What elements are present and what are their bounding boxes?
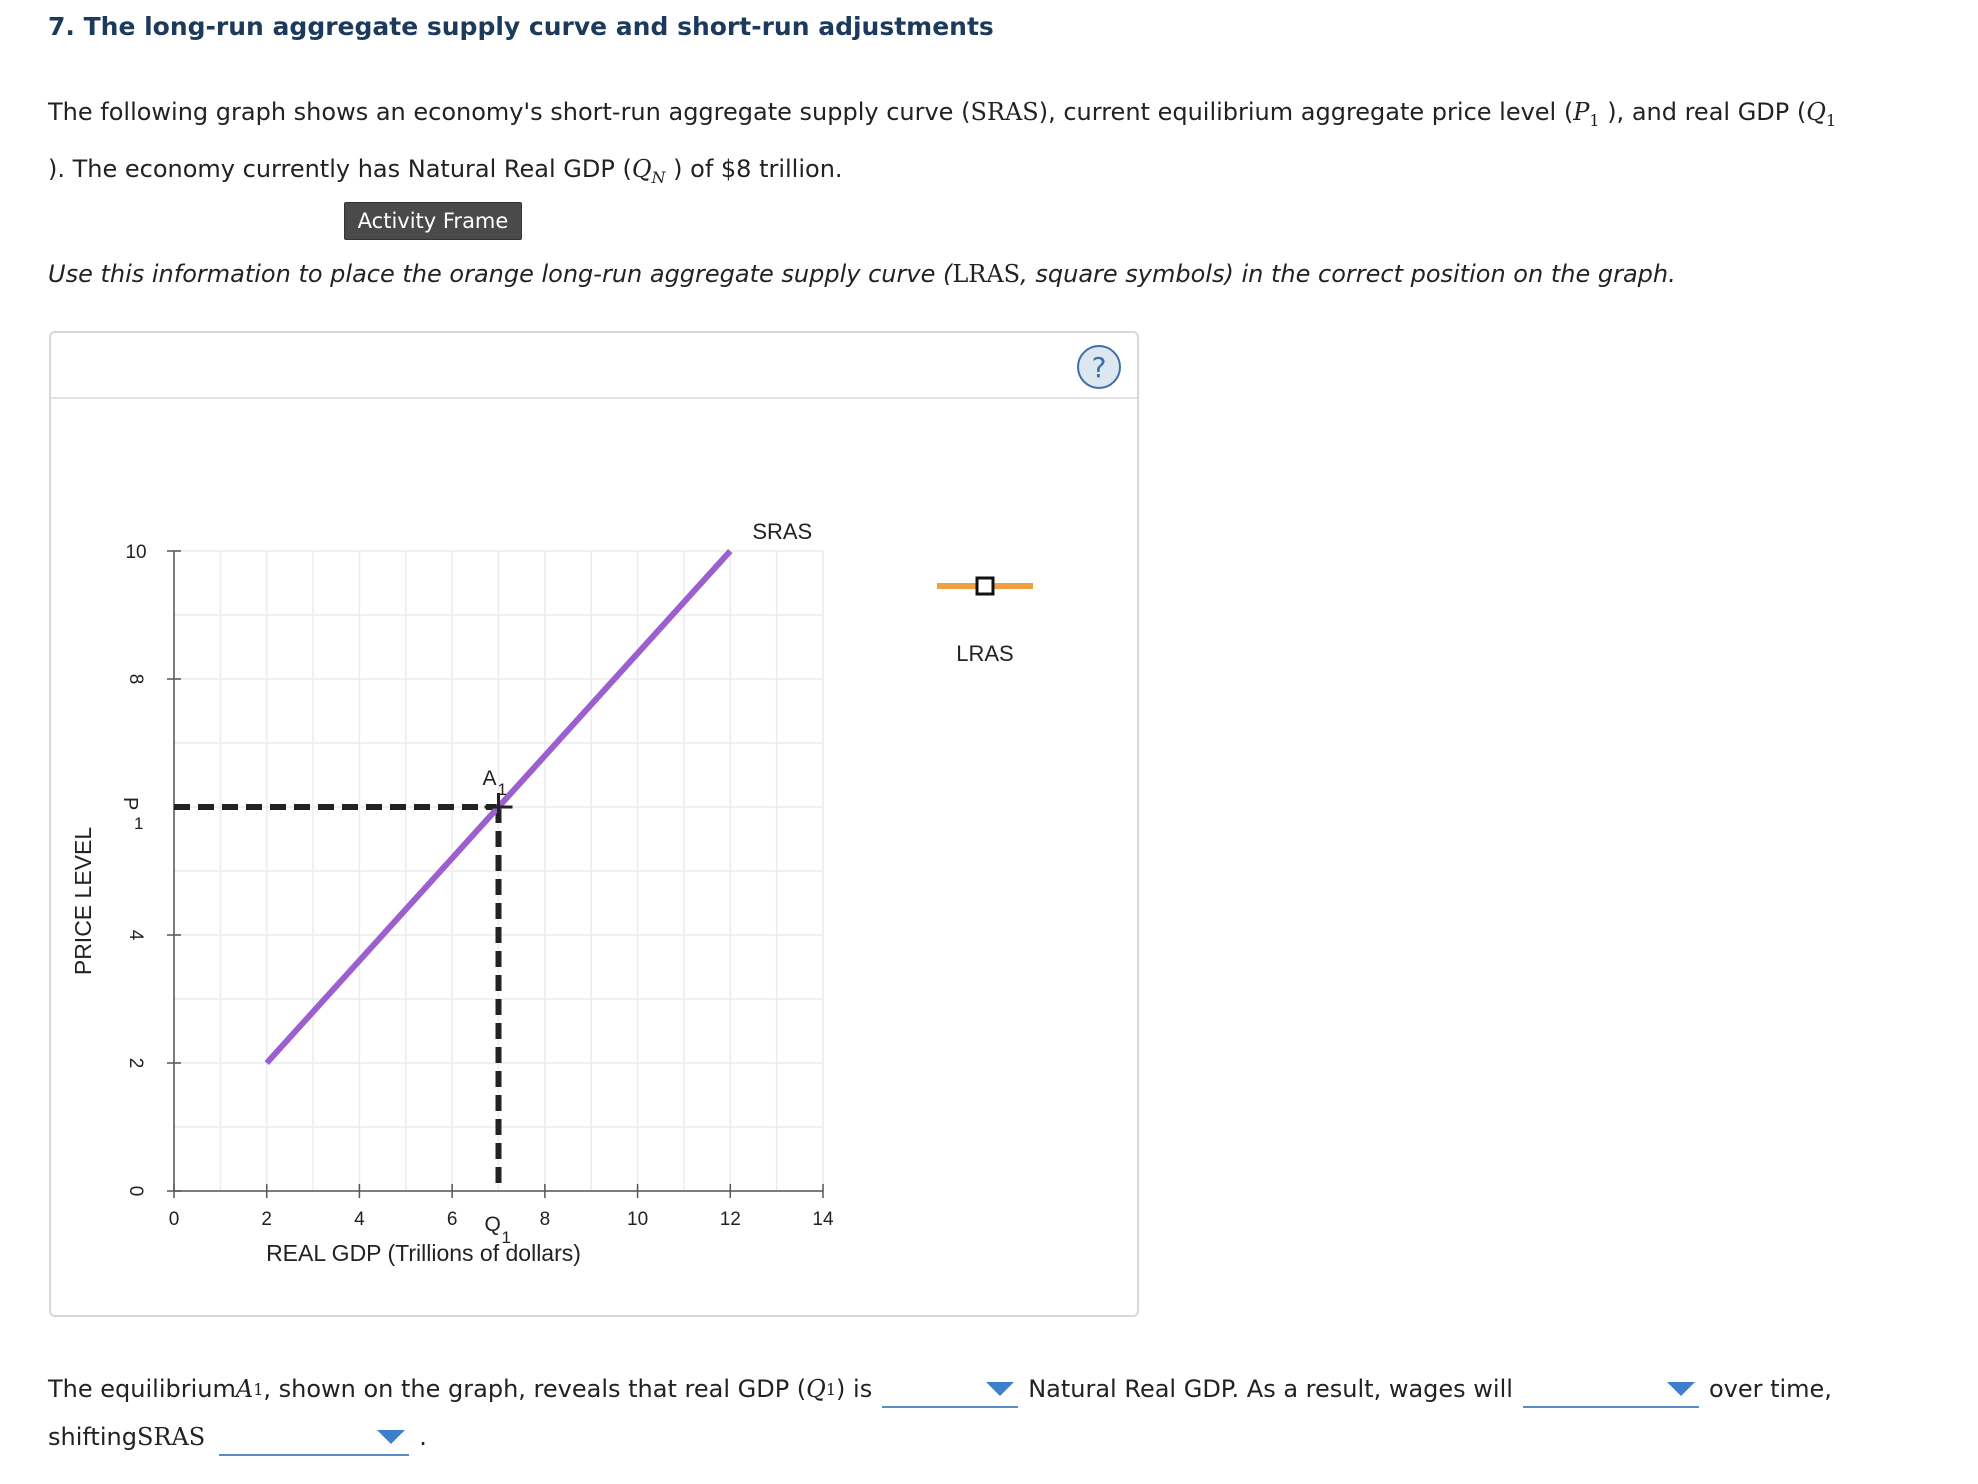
y-tick-label: 10 <box>125 542 146 563</box>
p1-axis-label-sub: 1 <box>134 814 143 833</box>
graph-toolbar: ? <box>51 333 1137 399</box>
x-tick-label: 10 <box>627 1209 648 1230</box>
x-tick-label: 0 <box>169 1209 180 1230</box>
chevron-down-icon <box>986 1382 1015 1396</box>
intro-paragraph: The following graph shows an economy's s… <box>48 98 1837 187</box>
chevron-down-icon <box>1666 1382 1695 1396</box>
y-axis-label: PRICE LEVEL <box>70 827 96 975</box>
lras-palette-label: LRAS <box>956 641 1013 666</box>
lras-square-marker[interactable] <box>975 576 995 596</box>
x-tick-label: 6 <box>447 1209 458 1230</box>
y-tick-label: 8 <box>125 674 146 685</box>
y-tick-label: 2 <box>125 1058 146 1069</box>
x-axis-label: REAL GDP (Trillions of dollars) <box>266 1240 581 1266</box>
x-tick-label: 2 <box>261 1209 272 1230</box>
instruction-text: Use this information to place the orange… <box>48 260 1676 288</box>
x-tick-label: 4 <box>354 1209 365 1230</box>
wages-dropdown[interactable] <box>1522 1370 1699 1408</box>
sras-shift-dropdown[interactable] <box>219 1418 410 1456</box>
x-tick-label: 14 <box>812 1209 834 1230</box>
p1-axis-label: P <box>119 797 141 810</box>
x-tick-label: 8 <box>540 1209 551 1230</box>
equilibrium-label-sub: 1 <box>498 780 507 799</box>
y-tick-label: 4 <box>125 930 146 941</box>
question-title: 7. The long-run aggregate supply curve a… <box>48 12 994 41</box>
y-tick-label: 0 <box>125 1186 146 1197</box>
help-icon[interactable]: ? <box>1077 345 1121 389</box>
equilibrium-label: A <box>483 767 497 790</box>
x-tick-label: 12 <box>720 1209 741 1230</box>
activity-frame-button[interactable]: Activity Frame <box>344 202 522 240</box>
graph-panel: ? 0 2 4 6 8 10 12 14 0 2 4 8 10 REAL GDP (Trillions o… <box>49 331 1139 1317</box>
q1-axis-label: Q <box>485 1213 501 1236</box>
comparison-dropdown[interactable] <box>882 1370 1019 1408</box>
q1-axis-label-sub: 1 <box>502 1228 511 1247</box>
graph-canvas[interactable]: 0 2 4 6 8 10 12 14 0 2 4 8 10 REAL GDP (Trillions of … <box>51 333 1139 1317</box>
chevron-down-icon <box>377 1430 406 1444</box>
sras-curve-label: SRAS <box>752 519 812 544</box>
